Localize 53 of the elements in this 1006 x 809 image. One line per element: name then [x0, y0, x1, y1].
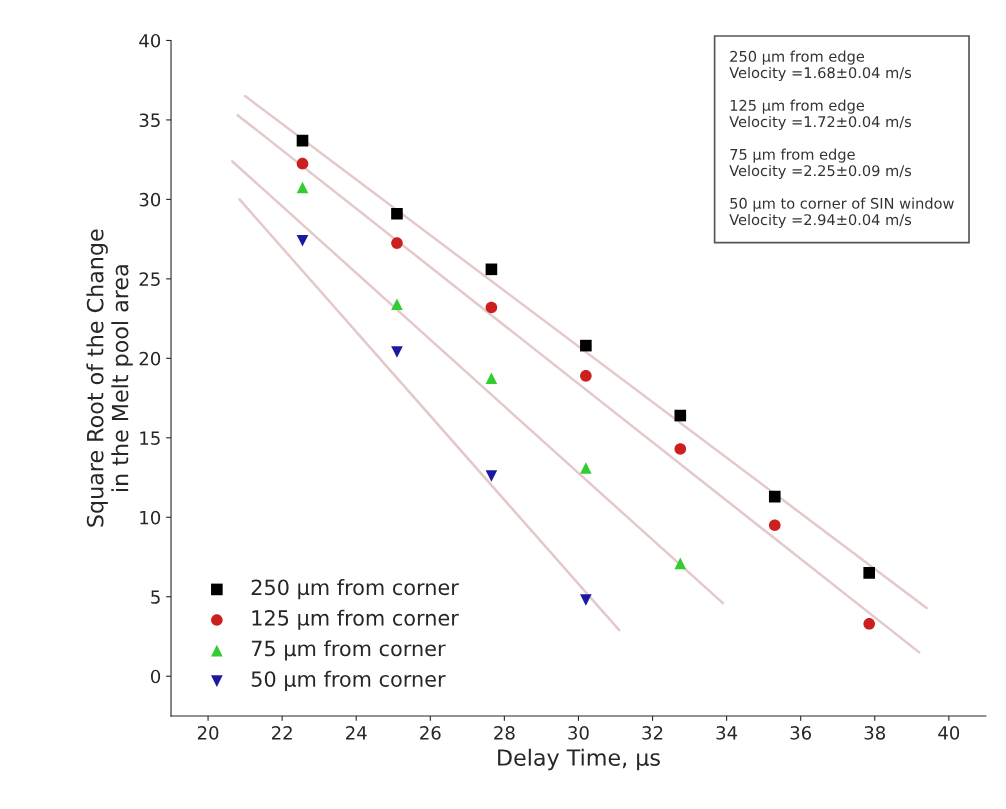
point	[485, 470, 498, 482]
x-tick-label: 34	[716, 726, 738, 740]
x-tick-label: 26	[420, 726, 441, 740]
x-tick-label: 36	[790, 726, 812, 740]
point	[296, 234, 309, 247]
y-tick-label: 0	[151, 669, 161, 684]
legend-label: 75 μm from corner	[251, 640, 446, 661]
point	[296, 181, 309, 194]
x-tick-label: 24	[346, 726, 367, 740]
x-axis-title: Delay Time, μs	[498, 748, 660, 771]
y-tick-label: 10	[140, 510, 161, 525]
x-tick-label: 32	[642, 726, 663, 740]
y-tick-label: 5	[151, 590, 160, 604]
annotation: 75 μm from edge Velocity =2.25±0.09 m/s	[729, 148, 912, 180]
annotation: 125 μm from edge Velocity =1.72±0.04 m/s	[729, 99, 912, 131]
x-tick-label: 20	[197, 726, 219, 740]
point	[674, 409, 687, 422]
point	[580, 462, 592, 474]
y-tick-label: 35	[139, 113, 160, 128]
point	[296, 134, 309, 147]
x-tick-label: 22	[271, 726, 292, 740]
point	[485, 372, 498, 385]
point	[296, 157, 309, 170]
y-tick-label: 40	[139, 33, 161, 48]
point	[863, 617, 876, 630]
x-tick-label: 28	[494, 726, 515, 740]
point	[580, 594, 592, 606]
point	[768, 490, 781, 503]
legend-label: 250 μm from corner	[251, 579, 459, 600]
y-tick-label: 20	[139, 351, 161, 366]
legend-label: 50 μm from corner	[251, 670, 446, 691]
y-tick-label: 15	[140, 431, 160, 445]
point	[674, 557, 687, 570]
point	[485, 263, 498, 276]
point	[580, 370, 592, 382]
point	[391, 346, 403, 358]
x-tick-label: 30	[568, 726, 589, 740]
point	[391, 298, 403, 311]
point	[863, 567, 876, 579]
point	[391, 207, 403, 220]
annotation: 250 μm from edge Velocity =1.68±0.04 m/s	[729, 50, 912, 82]
point	[485, 301, 498, 314]
point	[580, 339, 592, 352]
point	[674, 443, 687, 455]
annotation: 50 μm to corner of SIN window Velocity =2.94±0.04 m/s	[729, 197, 954, 228]
y-axis-title: Square Root of the Change in the Melt pool area	[86, 229, 133, 527]
point	[768, 519, 781, 532]
y-tick-label: 30	[139, 192, 161, 207]
legend-label: 125 μm from corner	[252, 609, 459, 630]
x-tick-label: 38	[864, 726, 886, 740]
point	[391, 237, 403, 249]
y-tick-label: 25	[139, 272, 160, 286]
x-tick-label: 40	[938, 726, 960, 740]
